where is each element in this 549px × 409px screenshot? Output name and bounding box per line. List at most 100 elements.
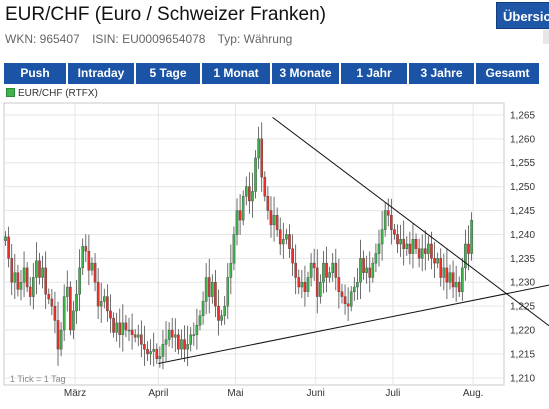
candle-body <box>241 196 245 221</box>
x-tick-label: März <box>64 388 86 399</box>
x-tick-label: Juli <box>385 388 400 399</box>
candle-body <box>436 258 439 264</box>
candle-body <box>244 186 248 197</box>
tick-note: 1 Tick = 1 Tag <box>10 374 66 384</box>
candle-body <box>65 286 69 297</box>
candle-body <box>183 339 186 350</box>
trendline <box>158 284 549 364</box>
candle-body <box>291 248 294 264</box>
instrument-ids: WKN: 965407 ISIN: EU0009654078 Typ: Währ… <box>5 32 301 46</box>
candle-body <box>4 236 7 241</box>
range-tab-3-jahre[interactable]: 3 Jahre <box>409 63 476 84</box>
candle-body <box>461 267 464 292</box>
candle-body <box>155 348 159 359</box>
candle-body <box>106 296 109 312</box>
candle-body <box>303 282 307 292</box>
candle-body <box>315 267 319 297</box>
candle-body <box>408 243 412 254</box>
candle-body <box>343 296 347 304</box>
candle-body <box>121 322 125 336</box>
candle-body <box>272 215 276 226</box>
candle-body <box>140 334 143 345</box>
candle-body <box>173 334 177 338</box>
candle-body <box>411 239 415 254</box>
y-tick-label: 1,220 <box>510 326 535 337</box>
candle-body <box>374 253 378 264</box>
candle-body <box>282 239 285 245</box>
candle-body <box>457 282 461 292</box>
candle-body <box>300 282 304 288</box>
overview-button[interactable]: Übersicht <box>496 2 549 29</box>
candle-body <box>19 282 23 290</box>
range-tab-intraday[interactable]: Intraday <box>68 63 136 84</box>
candle-body <box>383 210 387 230</box>
candle-body <box>260 138 264 178</box>
candle-body <box>337 277 341 292</box>
candle-body <box>467 243 470 254</box>
candle-body <box>50 298 54 307</box>
candle-body <box>377 243 381 254</box>
candle-body <box>445 267 449 283</box>
candle-body <box>72 310 75 331</box>
y-tick-label: 1,240 <box>510 230 535 241</box>
range-tab-5-tage[interactable]: 5 Tage <box>136 63 202 84</box>
candle-body <box>84 246 88 252</box>
range-tab-gesamt[interactable]: Gesamt <box>476 63 539 84</box>
range-tab-3-monate[interactable]: 3 Monate <box>272 63 341 84</box>
candle-body <box>158 356 162 359</box>
candle-body <box>220 315 223 321</box>
y-tick-label: 1,210 <box>510 373 535 384</box>
candle-body <box>59 329 63 350</box>
candle-body <box>192 334 196 337</box>
range-tab-push[interactable]: Push <box>4 63 68 84</box>
candle-body <box>470 219 473 254</box>
candle-body <box>161 344 165 357</box>
y-tick-label: 1,260 <box>510 134 535 145</box>
candle-body <box>297 277 301 288</box>
candle-body <box>402 239 405 249</box>
candle-body <box>127 329 131 332</box>
candle-body <box>180 339 183 350</box>
candle-body <box>371 262 375 278</box>
candle-body <box>368 267 372 278</box>
candle-body <box>198 315 202 326</box>
candle-body <box>285 234 288 240</box>
y-tick-label: 1,250 <box>510 182 535 193</box>
candle-body <box>78 267 81 295</box>
candle-body <box>396 234 399 245</box>
x-tick-label: Aug. <box>463 388 484 399</box>
range-tab-1-jahr[interactable]: 1 Jahr <box>341 63 409 84</box>
candle-body <box>356 282 359 288</box>
candle-body <box>235 210 239 235</box>
candle-body <box>251 191 254 202</box>
y-tick-label: 1,215 <box>510 349 535 360</box>
candle-body <box>69 286 72 331</box>
candle-body <box>81 246 85 269</box>
range-tab-1-monat[interactable]: 1 Monat <box>202 63 272 84</box>
candle-body <box>423 248 427 254</box>
range-tabs: Push Intraday 5 Tage 1 Monat 3 Monate 1 … <box>4 63 539 84</box>
candle-body <box>149 351 152 355</box>
candle-body <box>112 317 115 333</box>
candle-body <box>464 243 467 269</box>
candle-body <box>380 229 384 245</box>
candle-body <box>62 296 66 331</box>
candle-body <box>223 305 226 316</box>
candle-body <box>430 243 433 259</box>
candle-body <box>433 258 436 264</box>
candle-body <box>103 296 106 302</box>
candle-body <box>346 303 350 307</box>
y-tick-label: 1,265 <box>510 110 535 121</box>
candle-body <box>365 267 368 273</box>
candle-body <box>328 272 331 278</box>
candle-body <box>133 334 137 338</box>
candle-body <box>257 138 260 159</box>
candle-body <box>439 258 443 278</box>
candle-body <box>294 262 297 278</box>
candle-body <box>359 258 362 283</box>
candle-body <box>207 277 211 297</box>
candle-body <box>254 157 257 192</box>
candle-body <box>248 186 251 202</box>
candle-body <box>306 277 310 292</box>
